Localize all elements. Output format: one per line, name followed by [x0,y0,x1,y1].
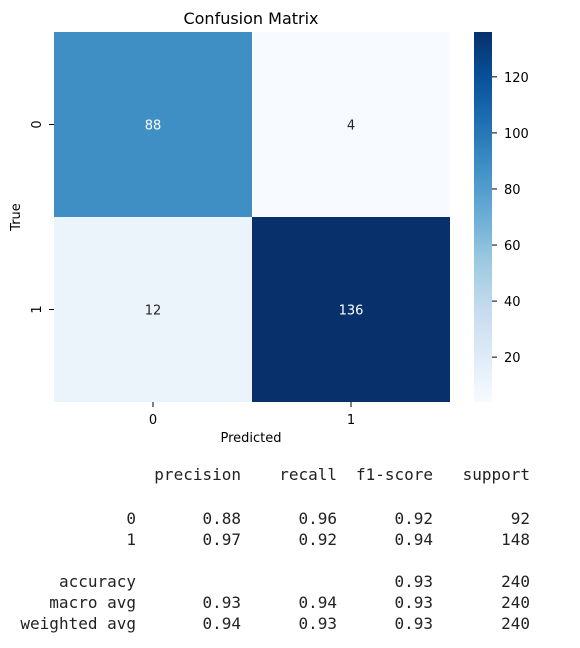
y-tick-label: 0 [30,120,45,128]
report-cell: 240 [501,592,530,613]
cell-value-label: 12 [145,304,162,319]
colorbar [474,32,492,402]
cell-value-label: 4 [347,119,355,134]
report-row-label: 1 [126,529,136,550]
x-tick-label: 1 [347,413,355,428]
classification-report: precision recall f1-score support 0 0.88 0.96 0… [0,455,580,648]
report-header-cell: support [463,464,530,485]
report-cell: 0.92 [394,508,433,529]
report-cell: 0.93 [394,592,433,613]
chart-title: Confusion Matrix [183,9,318,28]
report-cell: 0.94 [202,613,241,634]
report-cell: 0.94 [394,529,433,550]
report-header-cell: f1-score [356,464,433,485]
report-cell: 92 [511,508,530,529]
report-row-label: weighted avg [20,613,136,634]
report-row-label: macro avg [49,592,136,613]
report-cell: 0.93 [298,613,337,634]
report-header-cell: precision [154,464,241,485]
y-axis-label: True [9,203,24,232]
colorbar-tick-label: 40 [504,295,521,310]
confusion-matrix-figure: Confusion Matrix 88 4 12 136 0 1 0 1 Predicte… [0,0,580,455]
report-cell: 0.93 [202,592,241,613]
report-cell: 0.96 [298,508,337,529]
report-row-label: 0 [126,508,136,529]
report-cell: 0.92 [298,529,337,550]
report-cell: 0.97 [202,529,241,550]
y-tick-label: 1 [30,305,45,313]
report-cell: 240 [501,613,530,634]
colorbar-tick-label: 100 [504,127,529,142]
report-row-label: accuracy [59,571,136,592]
colorbar-tick-label: 60 [504,239,521,254]
report-cell: 0.93 [394,613,433,634]
report-cell: 0.88 [202,508,241,529]
report-cell: 148 [501,529,530,550]
cell-value-label: 88 [145,119,162,134]
x-tick-label: 0 [149,413,157,428]
report-cell: 0.94 [298,592,337,613]
colorbar-tick-label: 20 [504,351,521,366]
cell-value-label: 136 [339,304,364,319]
x-axis-label: Predicted [220,431,281,446]
colorbar-tick-label: 120 [504,71,529,86]
report-header-cell: recall [279,464,337,485]
report-cell: 0.93 [394,571,433,592]
report-cell: 240 [501,571,530,592]
colorbar-tick-label: 80 [504,183,521,198]
